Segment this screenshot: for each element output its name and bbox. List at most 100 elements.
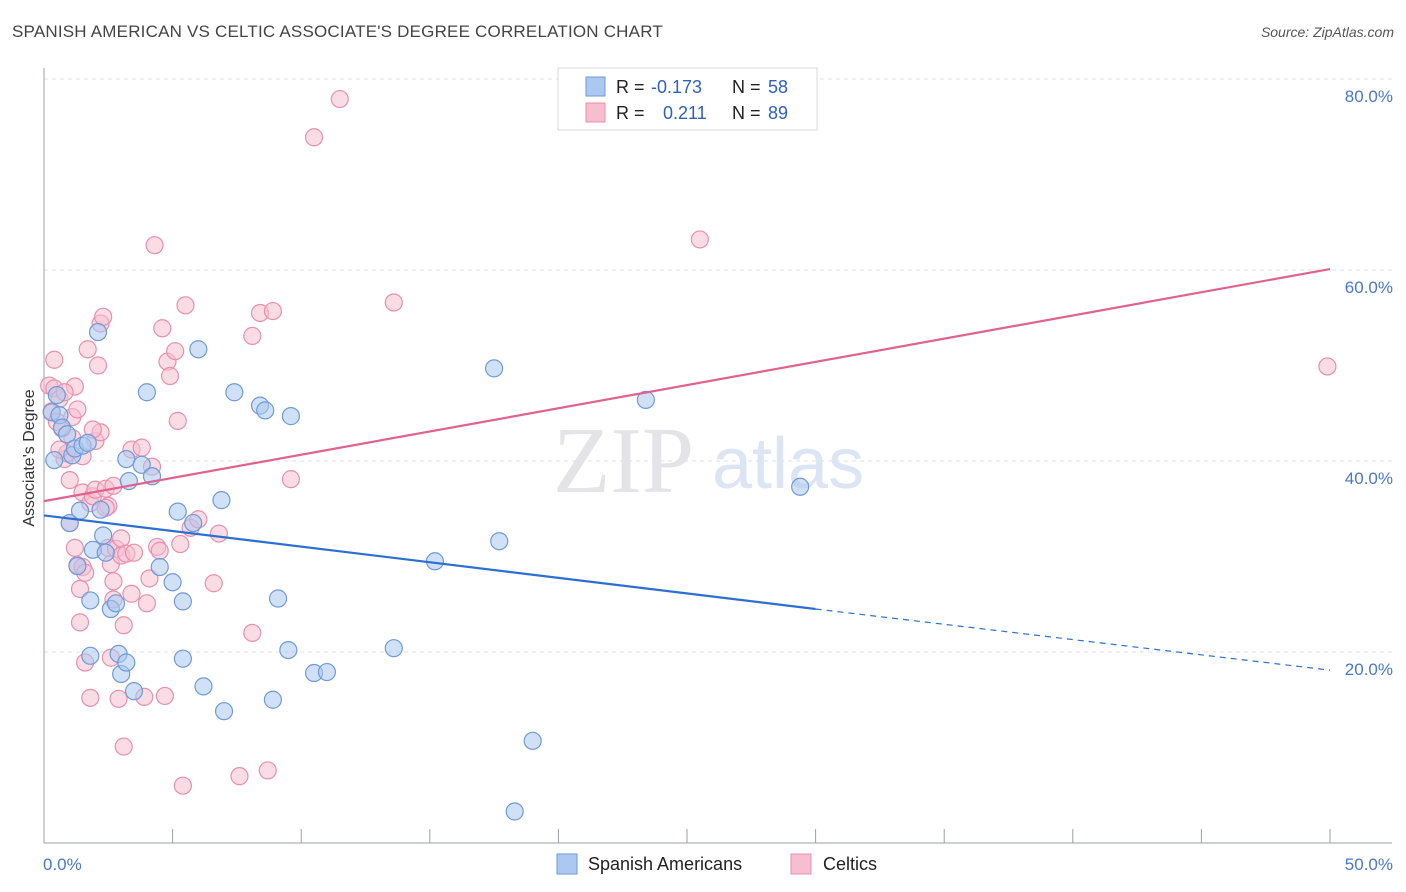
celtics-point xyxy=(176,296,195,315)
spanish-americans-point xyxy=(317,662,337,682)
celtics-point xyxy=(145,236,164,255)
spanish-americans-point xyxy=(523,731,542,750)
watermark-atlas: atlas xyxy=(712,424,864,504)
spanish-americans-point xyxy=(214,702,234,721)
spanish-americans-point xyxy=(88,322,108,342)
legend-bottom-label-blue: Spanish Americans xyxy=(588,854,742,874)
spanish-americans-point xyxy=(68,556,87,576)
x-tick-labels: 0.0% 50.0% xyxy=(43,855,1393,874)
legend-r-value: -0.173 xyxy=(651,77,702,97)
spanish-americans-point xyxy=(490,532,509,551)
legend-n-label: N = xyxy=(732,103,761,123)
celtics-point xyxy=(258,761,277,780)
spanish-americans-point xyxy=(81,591,100,610)
celtics-point xyxy=(70,579,90,599)
celtics-point xyxy=(45,350,64,369)
legend-n-label: N = xyxy=(732,77,761,97)
trend-lines xyxy=(43,267,1331,671)
celtics-point xyxy=(168,411,187,430)
y-axis-label: Associate's Degree xyxy=(21,389,38,526)
spanish-americans-point xyxy=(384,639,403,658)
chart-source: Source: ZipAtlas.com xyxy=(1260,24,1394,40)
celtics-point xyxy=(171,534,190,554)
celtics-point xyxy=(243,326,262,345)
celtics-point xyxy=(114,737,133,756)
celtics-point xyxy=(60,471,79,490)
legend-bottom-label-pink: Celtics xyxy=(823,854,877,874)
legend-bottom: Spanish Americans Celtics xyxy=(556,853,877,875)
spanish-americans-point xyxy=(184,513,203,533)
spanish-americans-point xyxy=(225,383,244,402)
legend-n-value: 58 xyxy=(768,77,788,97)
spanish-americans-point xyxy=(132,455,151,474)
spanish-americans-point xyxy=(268,589,288,608)
legend-top: R = -0.173 N = 58 R = 0.211 N = 89 xyxy=(557,67,818,131)
spanish-americans-point xyxy=(212,491,231,510)
spanish-americans-point xyxy=(173,592,192,611)
celtics-point xyxy=(65,538,84,558)
x-tick-label: 0.0% xyxy=(43,855,82,874)
celtics-points xyxy=(40,89,1337,795)
spanish-americans-point xyxy=(791,477,810,496)
legend-r-label: R = xyxy=(616,77,645,97)
y-tick-label: 20.0% xyxy=(1345,660,1393,679)
spanish-americans-point xyxy=(163,573,182,592)
watermark-zip: ZIP xyxy=(553,409,694,513)
celtics-point xyxy=(166,342,185,361)
spanish-americans-point xyxy=(137,383,156,402)
legend-bottom-swatch-pink xyxy=(790,853,812,875)
spanish-americans-point xyxy=(194,677,213,696)
spanish-americans-point xyxy=(124,682,144,701)
celtics-trend-line xyxy=(43,267,1331,503)
legend-bottom-swatch-blue xyxy=(556,853,578,875)
celtics-point xyxy=(140,569,159,588)
spanish-americans-point xyxy=(117,449,136,469)
spanish-americans-point xyxy=(58,425,77,444)
celtics-point xyxy=(155,686,174,706)
legend-swatch-blue xyxy=(585,76,606,97)
axes xyxy=(43,68,1392,844)
spanish-americans-point xyxy=(91,500,110,519)
spanish-americans-point xyxy=(70,501,90,520)
celtics-point xyxy=(384,293,403,312)
legend-r-label: R = xyxy=(616,103,645,123)
spanish-americans-point xyxy=(636,390,655,409)
celtics-point xyxy=(150,541,169,560)
legend-r-value: 0.211 xyxy=(663,103,707,123)
celtics-point xyxy=(78,340,97,359)
celtics-point xyxy=(304,128,324,147)
celtics-point xyxy=(137,594,156,613)
celtics-point xyxy=(112,529,131,548)
celtics-point xyxy=(104,572,123,591)
celtics-point xyxy=(70,613,90,632)
spanish-americans-point xyxy=(281,407,301,426)
celtics-point xyxy=(173,776,192,795)
spanish-americans-point xyxy=(173,649,192,668)
celtics-point xyxy=(153,319,172,338)
spanish-americans-point xyxy=(150,557,169,577)
celtics-point xyxy=(124,543,144,562)
celtics-point xyxy=(330,89,349,109)
celtics-point xyxy=(263,301,283,321)
spanish-americans-trend-line xyxy=(43,514,816,611)
spanish-americans-point xyxy=(117,653,136,672)
spanish-americans-points xyxy=(42,322,810,821)
y-tick-label: 80.0% xyxy=(1345,87,1393,106)
celtics-point xyxy=(132,438,151,457)
y-tick-labels: 20.0% 40.0% 60.0% 80.0% xyxy=(1345,87,1393,679)
spanish-americans-point xyxy=(78,433,97,452)
celtics-point xyxy=(104,476,123,495)
chart-title: SPANISH AMERICAN VS CELTIC ASSOCIATE'S D… xyxy=(12,22,663,41)
spanish-americans-point xyxy=(263,690,283,709)
spanish-americans-point xyxy=(96,543,115,562)
celtics-point xyxy=(109,689,128,708)
celtics-point xyxy=(94,307,113,326)
x-tick-label: 50.0% xyxy=(1345,855,1393,874)
celtics-point xyxy=(243,623,262,643)
spanish-americans-point xyxy=(45,450,64,470)
celtics-point xyxy=(68,400,87,419)
spanish-americans-point xyxy=(256,401,275,420)
celtics-point xyxy=(122,584,141,603)
celtics-point xyxy=(160,366,180,386)
